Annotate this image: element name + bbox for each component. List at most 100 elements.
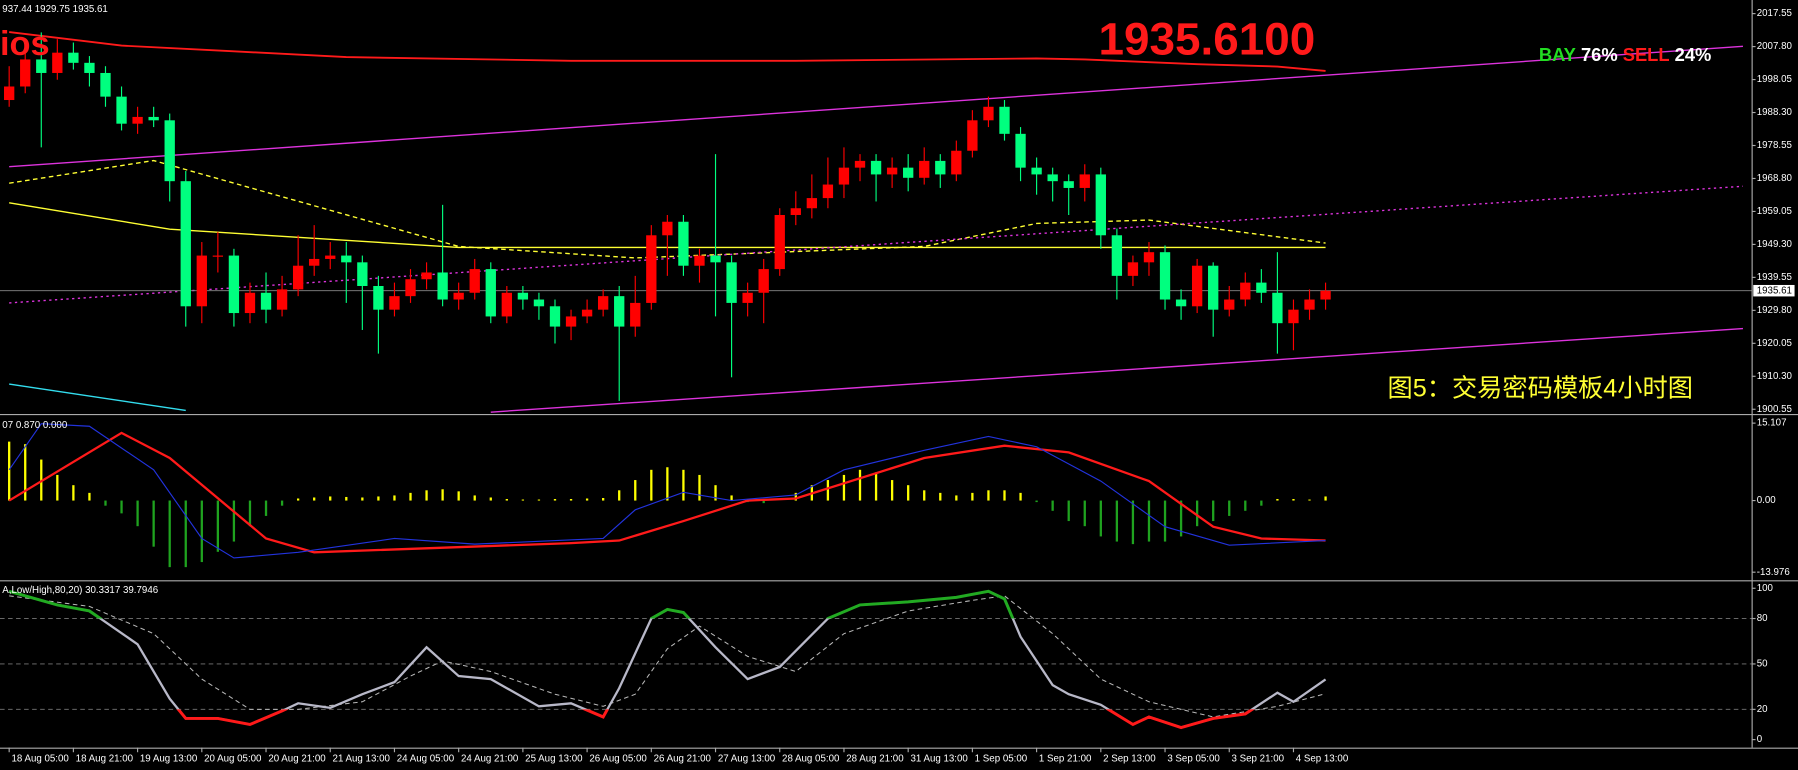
y-tick-label: 50: [1757, 659, 1768, 670]
candle-body: [1175, 299, 1187, 307]
candle-body: [1256, 282, 1267, 293]
candle-body: [919, 160, 930, 178]
line-series: [490, 327, 1744, 413]
candle-body: [100, 72, 111, 97]
candle-body: [52, 52, 63, 73]
signal: BAY 76% SELL 24%: [1539, 44, 1712, 65]
line-series: [8, 590, 1327, 729]
line-series: [9, 595, 1326, 718]
candle-body: [260, 292, 272, 310]
candle-body: [838, 167, 850, 185]
x-tick-label: 24 Aug 05:00: [397, 754, 455, 765]
y-tick-label: 1910.30: [1757, 371, 1793, 382]
x-tick-label: 19 Aug 13:00: [140, 754, 198, 765]
caption: 图5：交易密码模板4小时图: [1387, 375, 1692, 403]
candle-body: [1272, 292, 1283, 324]
x-tick-label: 20 Aug 21:00: [268, 754, 326, 765]
candle-body: [180, 181, 191, 307]
candle-body: [1143, 252, 1155, 263]
x-tick-label: 26 Aug 21:00: [654, 754, 712, 765]
candle-body: [1224, 299, 1235, 310]
candle-body: [726, 262, 737, 303]
x-tick-label: 4 Sep 13:00: [1296, 754, 1349, 765]
candle-body: [373, 286, 384, 310]
x-tick-label: 24 Aug 21:00: [461, 754, 519, 765]
candle-body: [116, 96, 127, 124]
candle-body: [549, 306, 561, 327]
line-series: [9, 185, 1744, 304]
candle-body: [662, 221, 673, 236]
candle-body: [228, 255, 240, 314]
x-tick-label: 3 Sep 21:00: [1232, 754, 1285, 765]
y-tick-label: 1949.30: [1757, 239, 1793, 250]
x-tick-label: 28 Aug 05:00: [782, 754, 840, 765]
candle-body: [148, 116, 159, 121]
candle-body: [710, 255, 721, 263]
candle-body: [1191, 265, 1203, 307]
candle-body: [758, 269, 769, 293]
current-price-box: [1753, 284, 1795, 297]
candle-body: [886, 167, 898, 175]
candle-body: [565, 316, 577, 327]
x-tick-label: 26 Aug 05:00: [589, 754, 647, 765]
y-tick-label: 1998.05: [1757, 74, 1792, 85]
candle-body: [935, 160, 946, 175]
x-tick-label: 27 Aug 13:00: [718, 754, 776, 765]
candle-body: [421, 272, 432, 280]
x-tick-label: 18 Aug 05:00: [11, 754, 69, 765]
candle-body: [244, 292, 256, 314]
y-tick-label: 0: [1757, 734, 1763, 745]
candle-body: [1159, 252, 1171, 300]
line-series: [176, 709, 1255, 730]
candle-body: [453, 292, 464, 300]
candle-body: [1095, 174, 1106, 236]
candle-body: [1047, 174, 1058, 182]
x-tick-label: 1 Sep 05:00: [975, 754, 1028, 765]
corner-text: ios: [0, 25, 50, 63]
candle-body: [1240, 282, 1251, 300]
candle-body: [164, 120, 175, 182]
line-series: [8, 423, 1326, 559]
candle-body: [276, 289, 288, 310]
y-tick-label: 20: [1757, 704, 1768, 715]
plot-layer: 2017.55 2007.80 1998.05 1988.30 1978.55 1968.…: [0, 8, 1795, 765]
x-tick-label: 20 Aug 05:00: [204, 754, 262, 765]
x-tick-label: 21 Aug 13:00: [333, 754, 391, 765]
candle-body: [68, 52, 79, 63]
candle-body: [20, 59, 31, 87]
candle-body: [132, 116, 143, 124]
y-tick-label: 0.00: [1757, 495, 1777, 506]
candle-body: [292, 265, 304, 290]
candle-body: [325, 255, 336, 259]
y-tick-label: 1959.05: [1757, 206, 1792, 217]
candle-body: [1208, 265, 1219, 310]
x-tick-label: 31 Aug 13:00: [910, 754, 968, 765]
x-tick-label: 3 Sep 05:00: [1167, 754, 1220, 765]
current-price-label: 1935.61: [1757, 285, 1792, 296]
y-tick-label: 1978.55: [1757, 140, 1792, 151]
candle-body: [774, 214, 785, 270]
candle-body: [84, 62, 95, 73]
candle-body: [4, 86, 15, 101]
x-tick-label: 2 Sep 13:00: [1103, 754, 1156, 765]
y-tick-label: 2017.55: [1757, 8, 1792, 19]
x-tick-label: 28 Aug 21:00: [846, 754, 904, 765]
candle-body: [1127, 262, 1139, 276]
candle-body: [614, 296, 625, 327]
panel-header: 937.44 1929.75 1935.61: [2, 4, 108, 15]
candle-body: [951, 150, 962, 175]
y-tick-label: 1939.55: [1757, 272, 1792, 283]
candle-body: [357, 262, 368, 287]
panel-header: A,Low/High,80,20) 30.3317 39.7946: [2, 585, 158, 596]
sell-value: 24%: [1675, 44, 1712, 65]
candle-body: [437, 272, 448, 300]
candle-body: [646, 235, 657, 303]
y-tick-label: 15.107: [1757, 418, 1787, 429]
candle-body: [1304, 299, 1315, 310]
y-tick-label: 1968.80: [1757, 173, 1793, 184]
candle-body: [630, 302, 641, 327]
candle-body: [1063, 181, 1074, 188]
panel-header: 07 0.870 0.000: [2, 420, 68, 431]
